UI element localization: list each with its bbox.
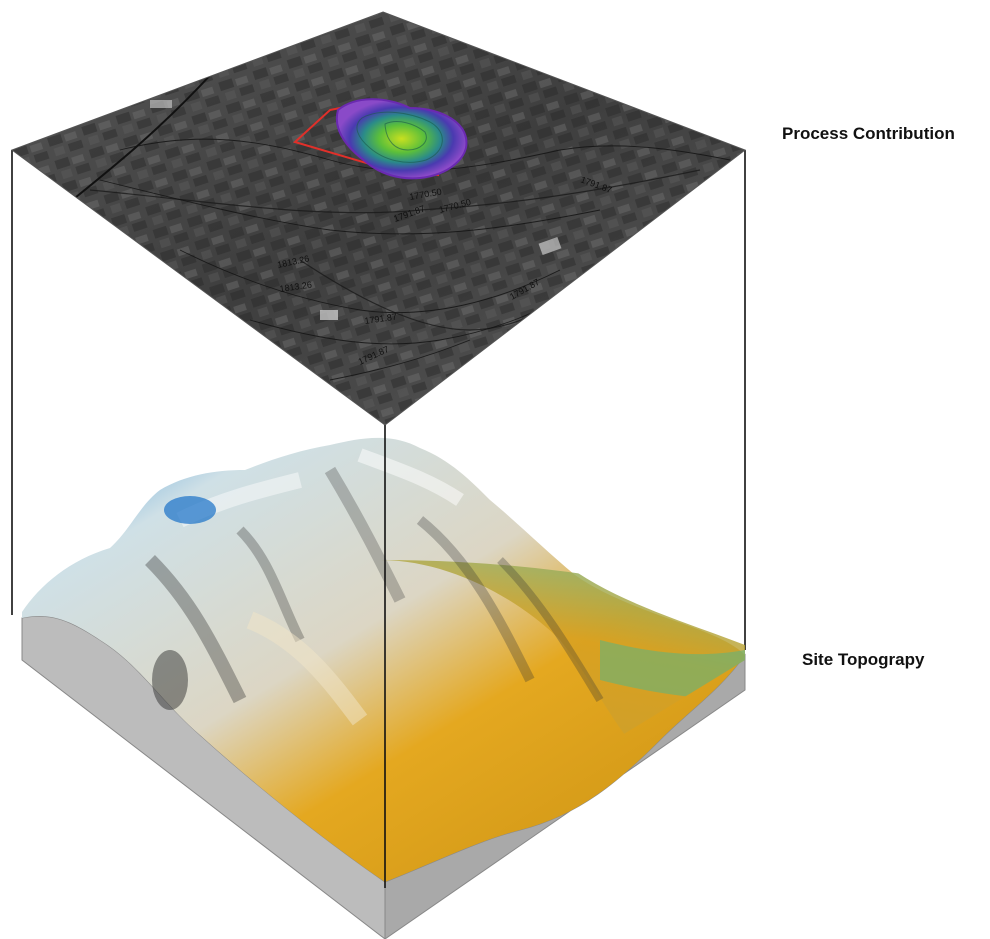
terrain-surface [22, 437, 745, 882]
process-contribution-plume [335, 98, 468, 180]
contour-label: 1791.87 [364, 312, 398, 326]
contour-label: 1813.26 [279, 280, 313, 294]
process-contribution-label: Process Contribution [782, 124, 955, 143]
plume-contours [356, 111, 443, 163]
process-contribution-layer: 1813.26 1791.87 1770.50 1791.87 1813.26 … [10, 11, 747, 426]
connector-lines [11, 150, 746, 650]
site-topography-label: Site Topograpy [802, 650, 925, 669]
site-topography-block [21, 437, 746, 939]
